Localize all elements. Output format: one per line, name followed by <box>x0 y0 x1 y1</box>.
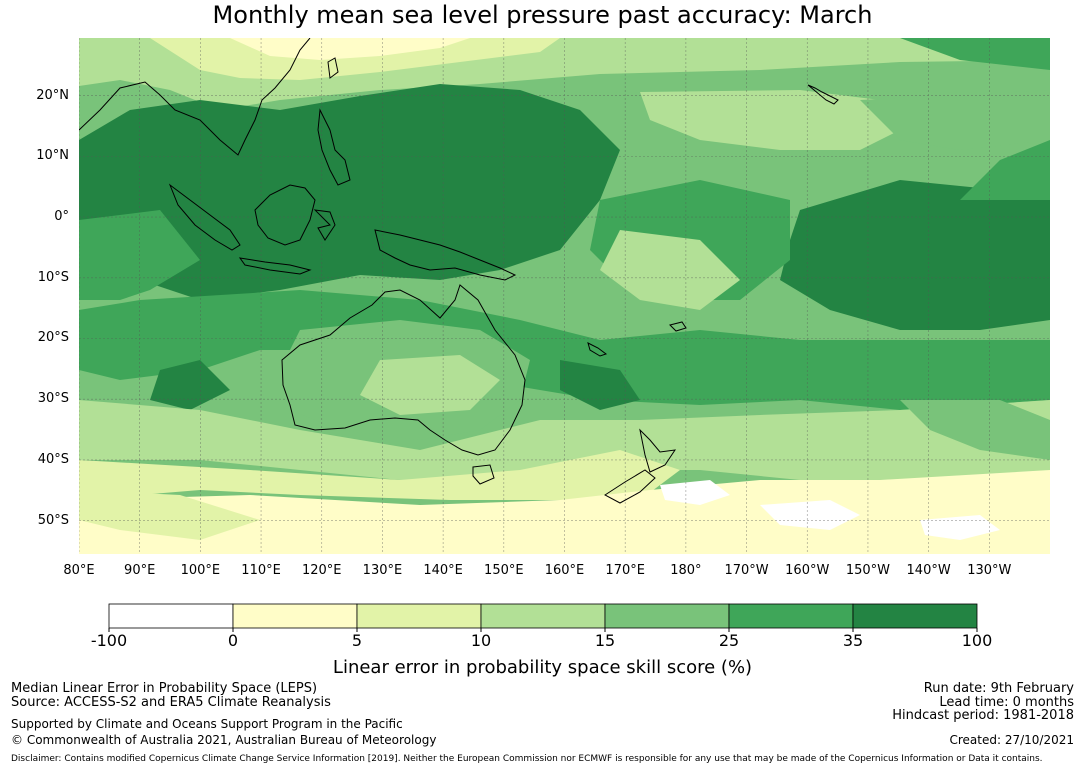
borneo-coastline <box>254 184 316 246</box>
colorbar-tick-label: 25 <box>718 631 740 650</box>
latitude-tick-label: 10°S <box>37 269 69 285</box>
longitude-tick-label: 130°W <box>967 563 1012 578</box>
new-guinea-coastline <box>374 229 517 281</box>
australia-coastline <box>281 284 526 456</box>
colorbar-tick-label: 100 <box>961 631 993 650</box>
colorbar-label: Linear error in probability space skill … <box>332 657 753 678</box>
colorbar-tick-label: 35 <box>842 631 864 650</box>
longitude-tick-label: 160°W <box>785 563 830 578</box>
colorbar-tick-label: 15 <box>594 631 616 650</box>
new-caledonia-coastline <box>587 342 608 357</box>
colorbar-tick-label: 10 <box>470 631 492 650</box>
footer-method: Median Linear Error in Probability Space… <box>11 681 318 696</box>
longitude-tick-label: 150°W <box>845 563 891 578</box>
mainland-asia-coastline <box>79 38 311 156</box>
taiwan-coastline <box>327 57 339 79</box>
footer-disclaimer: Disclaimer: Contains modified Copernicus… <box>11 754 1043 764</box>
colorbar-segment <box>728 603 854 629</box>
latitude-tick-label: 30°S <box>37 391 69 407</box>
longitude-tick-label: 140°W <box>906 563 951 578</box>
map-title: Monthly mean sea level pressure past acc… <box>212 1 873 29</box>
footer-support: Supported by Climate and Oceans Support … <box>11 717 403 731</box>
sumatra-coastline <box>168 183 241 251</box>
colorbar-tick-label: 0 <box>227 631 239 650</box>
sulawesi-coastline <box>313 209 336 241</box>
latitude-tick-label: 0° <box>54 209 69 225</box>
latitude-tick-label: 50°S <box>37 512 69 528</box>
tasmania-coastline <box>472 464 495 485</box>
philippines-coastline <box>317 108 351 186</box>
colorbar-segment <box>852 603 978 629</box>
longitude-tick-label: 170°E <box>605 563 645 578</box>
coastlines <box>79 38 839 504</box>
longitude-tick-label: 130°E <box>362 563 403 578</box>
hawaii-coastline <box>807 84 839 105</box>
footer-source: Source: ACCESS-S2 and ERA5 Climate Reana… <box>11 695 331 710</box>
new-zealand-south-coastline <box>604 469 656 504</box>
colorbar-segment <box>356 603 482 629</box>
longitude-tick-label: 120°E <box>301 563 342 578</box>
footer-run-date: Run date: 9th February <box>923 681 1074 696</box>
new-zealand-north-coastline <box>639 428 677 473</box>
footer-lead-time: Lead time: 0 months <box>939 695 1074 710</box>
colorbar-segment <box>604 603 730 629</box>
latitude-tick-label: 10°N <box>36 148 69 164</box>
colorbar-tick-label: 5 <box>351 631 363 650</box>
latitude-tick-label: 20°N <box>36 87 69 103</box>
colorbar-segment <box>108 603 234 629</box>
longitude-tick-label: 110°E <box>241 563 281 578</box>
longitude-tick-label: 180° <box>670 563 702 578</box>
longitude-tick-label: 170°W <box>724 563 769 578</box>
longitude-tick-label: 160°E <box>544 563 585 578</box>
latitude-tick-label: 40°S <box>37 451 69 467</box>
longitude-tick-label: 80°E <box>63 563 95 578</box>
colorbar-segment <box>480 603 606 629</box>
longitude-tick-label: 140°E <box>423 563 463 578</box>
footer-created-date: Created: 27/10/2021 <box>949 733 1074 747</box>
skill-field <box>79 38 1050 554</box>
java-coastline <box>238 257 312 275</box>
longitude-tick-label: 150°E <box>484 563 524 578</box>
colorbar-segment <box>232 603 358 629</box>
fiji-coastline <box>669 321 687 332</box>
longitude-tick-label: 100°E <box>180 563 221 578</box>
footer-copyright: © Commonwealth of Australia 2021, Austra… <box>11 733 437 747</box>
colorbar <box>108 603 978 632</box>
footer-hindcast-period: Hindcast period: 1981-2018 <box>892 708 1074 723</box>
colorbar-tick-label: -100 <box>90 631 128 650</box>
latitude-tick-label: 20°S <box>37 330 69 346</box>
longitude-tick-label: 90°E <box>124 563 156 578</box>
